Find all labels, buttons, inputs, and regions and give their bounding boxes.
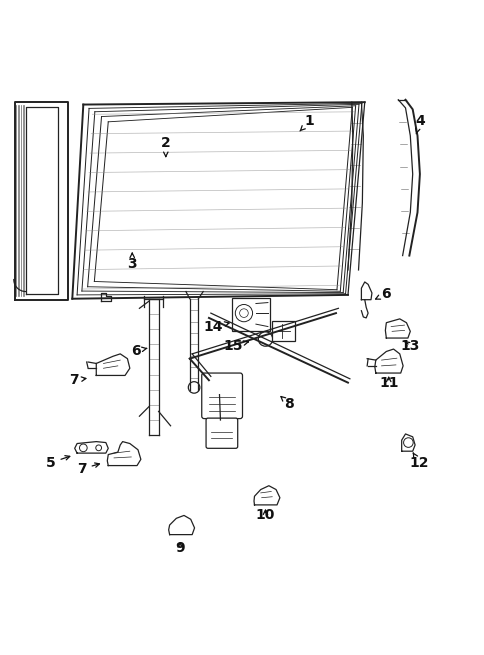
Text: 15: 15 (223, 339, 248, 353)
Circle shape (258, 332, 272, 346)
Text: 2: 2 (161, 136, 170, 157)
Text: 13: 13 (400, 339, 419, 353)
Text: 7: 7 (69, 373, 86, 387)
Text: 10: 10 (255, 508, 274, 523)
Text: 3: 3 (127, 253, 137, 271)
Text: 12: 12 (408, 453, 428, 470)
FancyBboxPatch shape (272, 321, 295, 341)
FancyBboxPatch shape (231, 298, 270, 331)
Text: 7: 7 (77, 462, 99, 476)
Text: 8: 8 (280, 396, 294, 411)
Text: 4: 4 (414, 115, 424, 134)
Text: 14: 14 (203, 320, 228, 333)
FancyBboxPatch shape (201, 373, 242, 419)
FancyBboxPatch shape (206, 418, 237, 448)
Text: 1: 1 (299, 115, 314, 131)
Text: 6: 6 (131, 343, 146, 358)
Text: 5: 5 (46, 456, 70, 470)
Text: 9: 9 (175, 541, 184, 555)
Text: 6: 6 (375, 287, 390, 301)
Text: 11: 11 (378, 375, 398, 390)
